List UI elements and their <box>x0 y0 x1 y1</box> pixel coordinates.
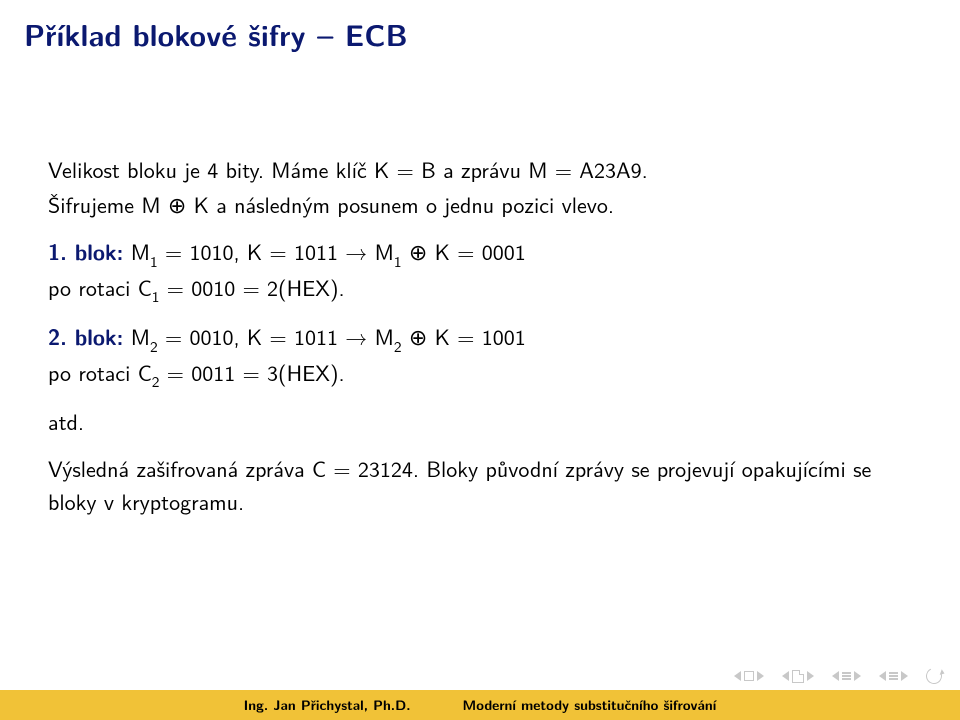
block2-m-val: = 0010, <box>158 320 247 352</box>
intro-period: . <box>642 153 648 185</box>
block2-label: 2. blok: <box>48 320 123 352</box>
block2-c: C <box>138 356 152 388</box>
block2-m-sub: 2 <box>150 334 158 357</box>
xor-line: Šifrujeme M ⊕ K a následným posunem o je… <box>48 188 912 221</box>
nav-back-forward[interactable] <box>879 671 908 681</box>
block1-m2-sub: 1 <box>394 249 402 272</box>
block2-m2: M <box>375 320 394 352</box>
block1-m-sub: 1 <box>150 249 158 272</box>
intro-mid: a zprávu <box>436 153 529 185</box>
block1-rot-prefix: po rotaci <box>48 271 138 303</box>
beamer-nav <box>734 668 942 684</box>
block1-xor: ⊕ K = 0001 <box>402 235 526 267</box>
block1: 1. blok: M1 = 1010, K = 1011 → M1 ⊕ K = … <box>48 235 912 306</box>
block1-k: K = 1011 → <box>247 235 375 267</box>
block2-m: M <box>131 320 150 352</box>
arrow-right-icon <box>854 671 861 681</box>
bars-icon <box>889 672 898 680</box>
arrow-left-icon <box>832 671 839 681</box>
title-bar: Příklad blokové šifry – ECB <box>0 0 960 65</box>
block1-c-sub: 1 <box>152 284 160 307</box>
block2-c-sub: 2 <box>152 369 160 392</box>
block2-rot-prefix: po rotaci <box>48 356 138 388</box>
nav-frame-back[interactable] <box>734 671 764 681</box>
footer-lecture: Moderní metody substitučního šifrování <box>463 695 717 715</box>
block1-m-val: = 1010, <box>158 235 247 267</box>
k-eq-b: K = B <box>374 153 436 185</box>
footer-bar: Ing. Jan Přichystal, Ph.D. Moderní metod… <box>0 690 960 720</box>
block2-m2-sub: 2 <box>394 334 402 357</box>
intro-paragraph: Velikost bloku je 4 bity. Máme klíč K = … <box>48 153 912 221</box>
nav-subsection[interactable] <box>832 671 861 681</box>
block1-m: M <box>131 235 150 267</box>
intro-prefix: Velikost bloku je 4 bity. Máme klíč <box>48 153 374 185</box>
block1-label: 1. blok: <box>48 235 123 267</box>
slide: Příklad blokové šifry – ECB Velikost blo… <box>0 0 960 720</box>
block1-m2: M <box>375 235 394 267</box>
page-icon <box>792 670 804 683</box>
arrow-left-icon <box>782 671 789 681</box>
bars-icon <box>842 672 851 680</box>
arrow-left-icon <box>734 671 741 681</box>
block1-c: C <box>138 271 152 303</box>
block2-rot-val: = 0011 = 3(HEX). <box>159 356 344 388</box>
nav-section[interactable] <box>782 670 814 683</box>
etc: atd. <box>48 405 912 438</box>
block1-rot-val: = 0010 = 2(HEX). <box>159 271 344 303</box>
block2: 2. blok: M2 = 0010, K = 1011 → M2 ⊕ K = … <box>48 320 912 391</box>
undo-icon <box>924 666 945 687</box>
nav-go-back[interactable] <box>926 668 942 684</box>
footer-author: Ing. Jan Přichystal, Ph.D. <box>244 695 411 715</box>
arrow-right-icon <box>807 671 814 681</box>
slide-title: Příklad blokové šifry – ECB <box>24 12 936 55</box>
m-eq: M = A23A9 <box>528 153 641 185</box>
arrow-right-icon <box>757 671 764 681</box>
frame-icon <box>744 671 754 681</box>
slide-body: Velikost bloku je 4 bity. Máme klíč K = … <box>0 65 960 518</box>
result-paragraph: Výsledná zašifrovaná zpráva C = 23124. B… <box>48 452 912 518</box>
block2-k: K = 1011 → <box>247 320 375 352</box>
arrow-left-icon <box>879 671 886 681</box>
arrow-right-icon <box>901 671 908 681</box>
block2-xor: ⊕ K = 1001 <box>402 320 526 352</box>
